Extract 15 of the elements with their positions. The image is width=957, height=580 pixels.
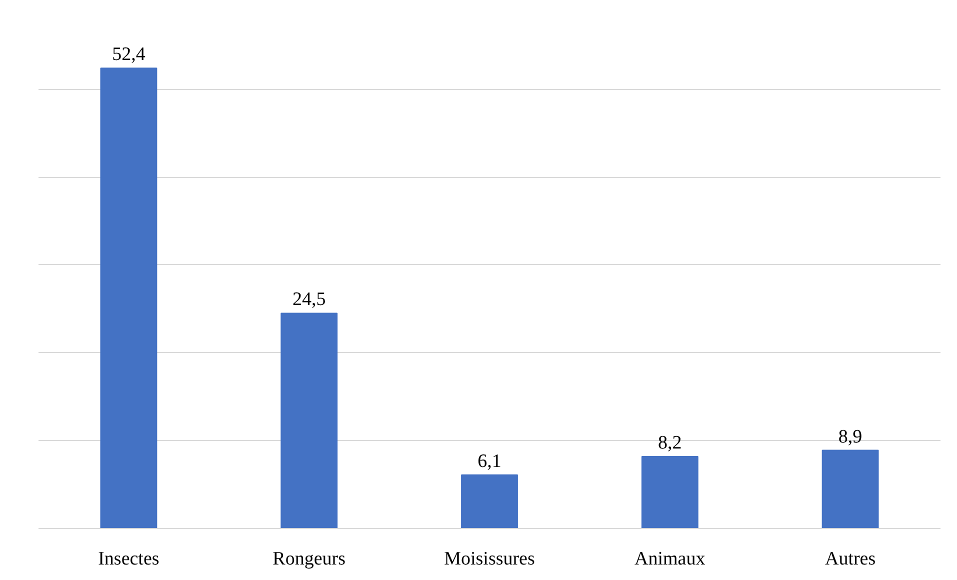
data-label: 24,5	[292, 289, 326, 310]
x-tick-label: Insectes	[98, 548, 160, 570]
data-label: 6,1	[478, 450, 502, 472]
x-tick-label: Moisissures	[444, 548, 535, 570]
bar	[461, 474, 518, 528]
bar	[100, 68, 158, 528]
bar	[641, 456, 698, 528]
x-tick-label: Rongeurs	[272, 548, 346, 570]
bar	[280, 312, 338, 528]
bar	[822, 450, 879, 528]
data-label: 8,2	[658, 432, 682, 454]
data-label: 8,9	[838, 426, 862, 448]
data-label: 52,4	[112, 44, 146, 66]
x-tick-label: Autres	[824, 548, 876, 570]
x-tick-label: Animaux	[634, 548, 706, 570]
